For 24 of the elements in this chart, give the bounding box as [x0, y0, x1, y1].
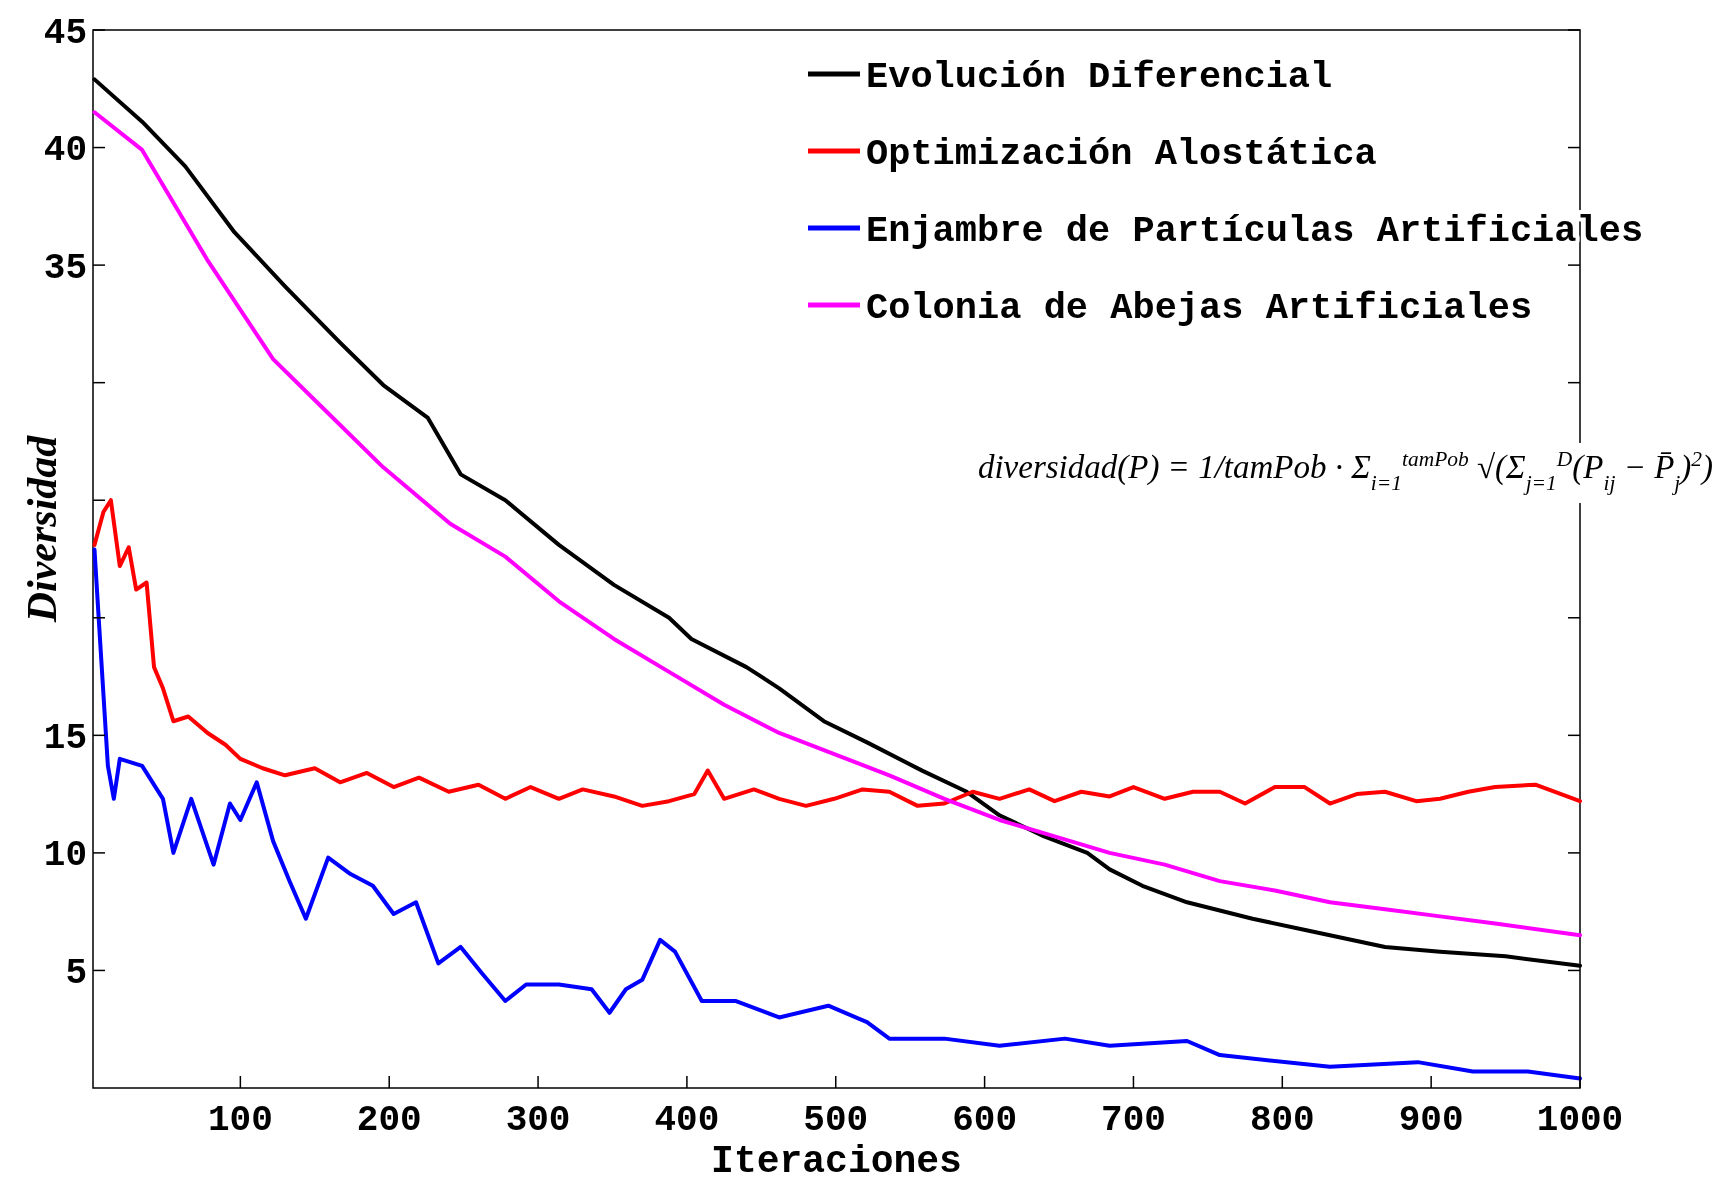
line-series [92, 547, 1582, 1081]
x-tick-label: 1000 [1536, 1100, 1624, 1141]
x-tick-label: 400 [654, 1100, 720, 1141]
x-tick-label: 300 [505, 1100, 571, 1141]
legend-label: Evolución Diferencial [866, 55, 1333, 98]
text: diversidad(P) = 1/tamPob · Σ$_{i=1}$$^{tamPob}$ √(Σ$_{j=1}$$^{D}$(P$_{ij}$ − P̄$_{j}$)$^{2}$) [977, 447, 1713, 495]
y-tick-label: 5 [65, 953, 87, 995]
y-tick-label: 40 [43, 130, 87, 172]
legend-label: Optimización Alostática [866, 132, 1377, 175]
x-tick-label: 500 [803, 1100, 869, 1141]
x-axis-title: Iteraciones [711, 1140, 962, 1183]
x-tick-label: 800 [1249, 1100, 1315, 1141]
x-tick-label: 900 [1398, 1100, 1464, 1141]
y-tick-label: 35 [43, 247, 87, 289]
legend-label: Colonia de Abejas Artificiales [866, 286, 1533, 329]
line-series [92, 498, 1582, 808]
x-tick-label: 600 [952, 1100, 1018, 1141]
x-tick-label: 200 [356, 1100, 422, 1141]
y-tick-label: 10 [43, 835, 87, 877]
x-tick-label: 700 [1101, 1100, 1166, 1141]
y-tick-label: 45 [43, 12, 87, 54]
y-axis-title: Diversidad [19, 434, 65, 624]
y-tick-label: 15 [43, 717, 87, 759]
x-tick-label: 100 [207, 1100, 273, 1141]
